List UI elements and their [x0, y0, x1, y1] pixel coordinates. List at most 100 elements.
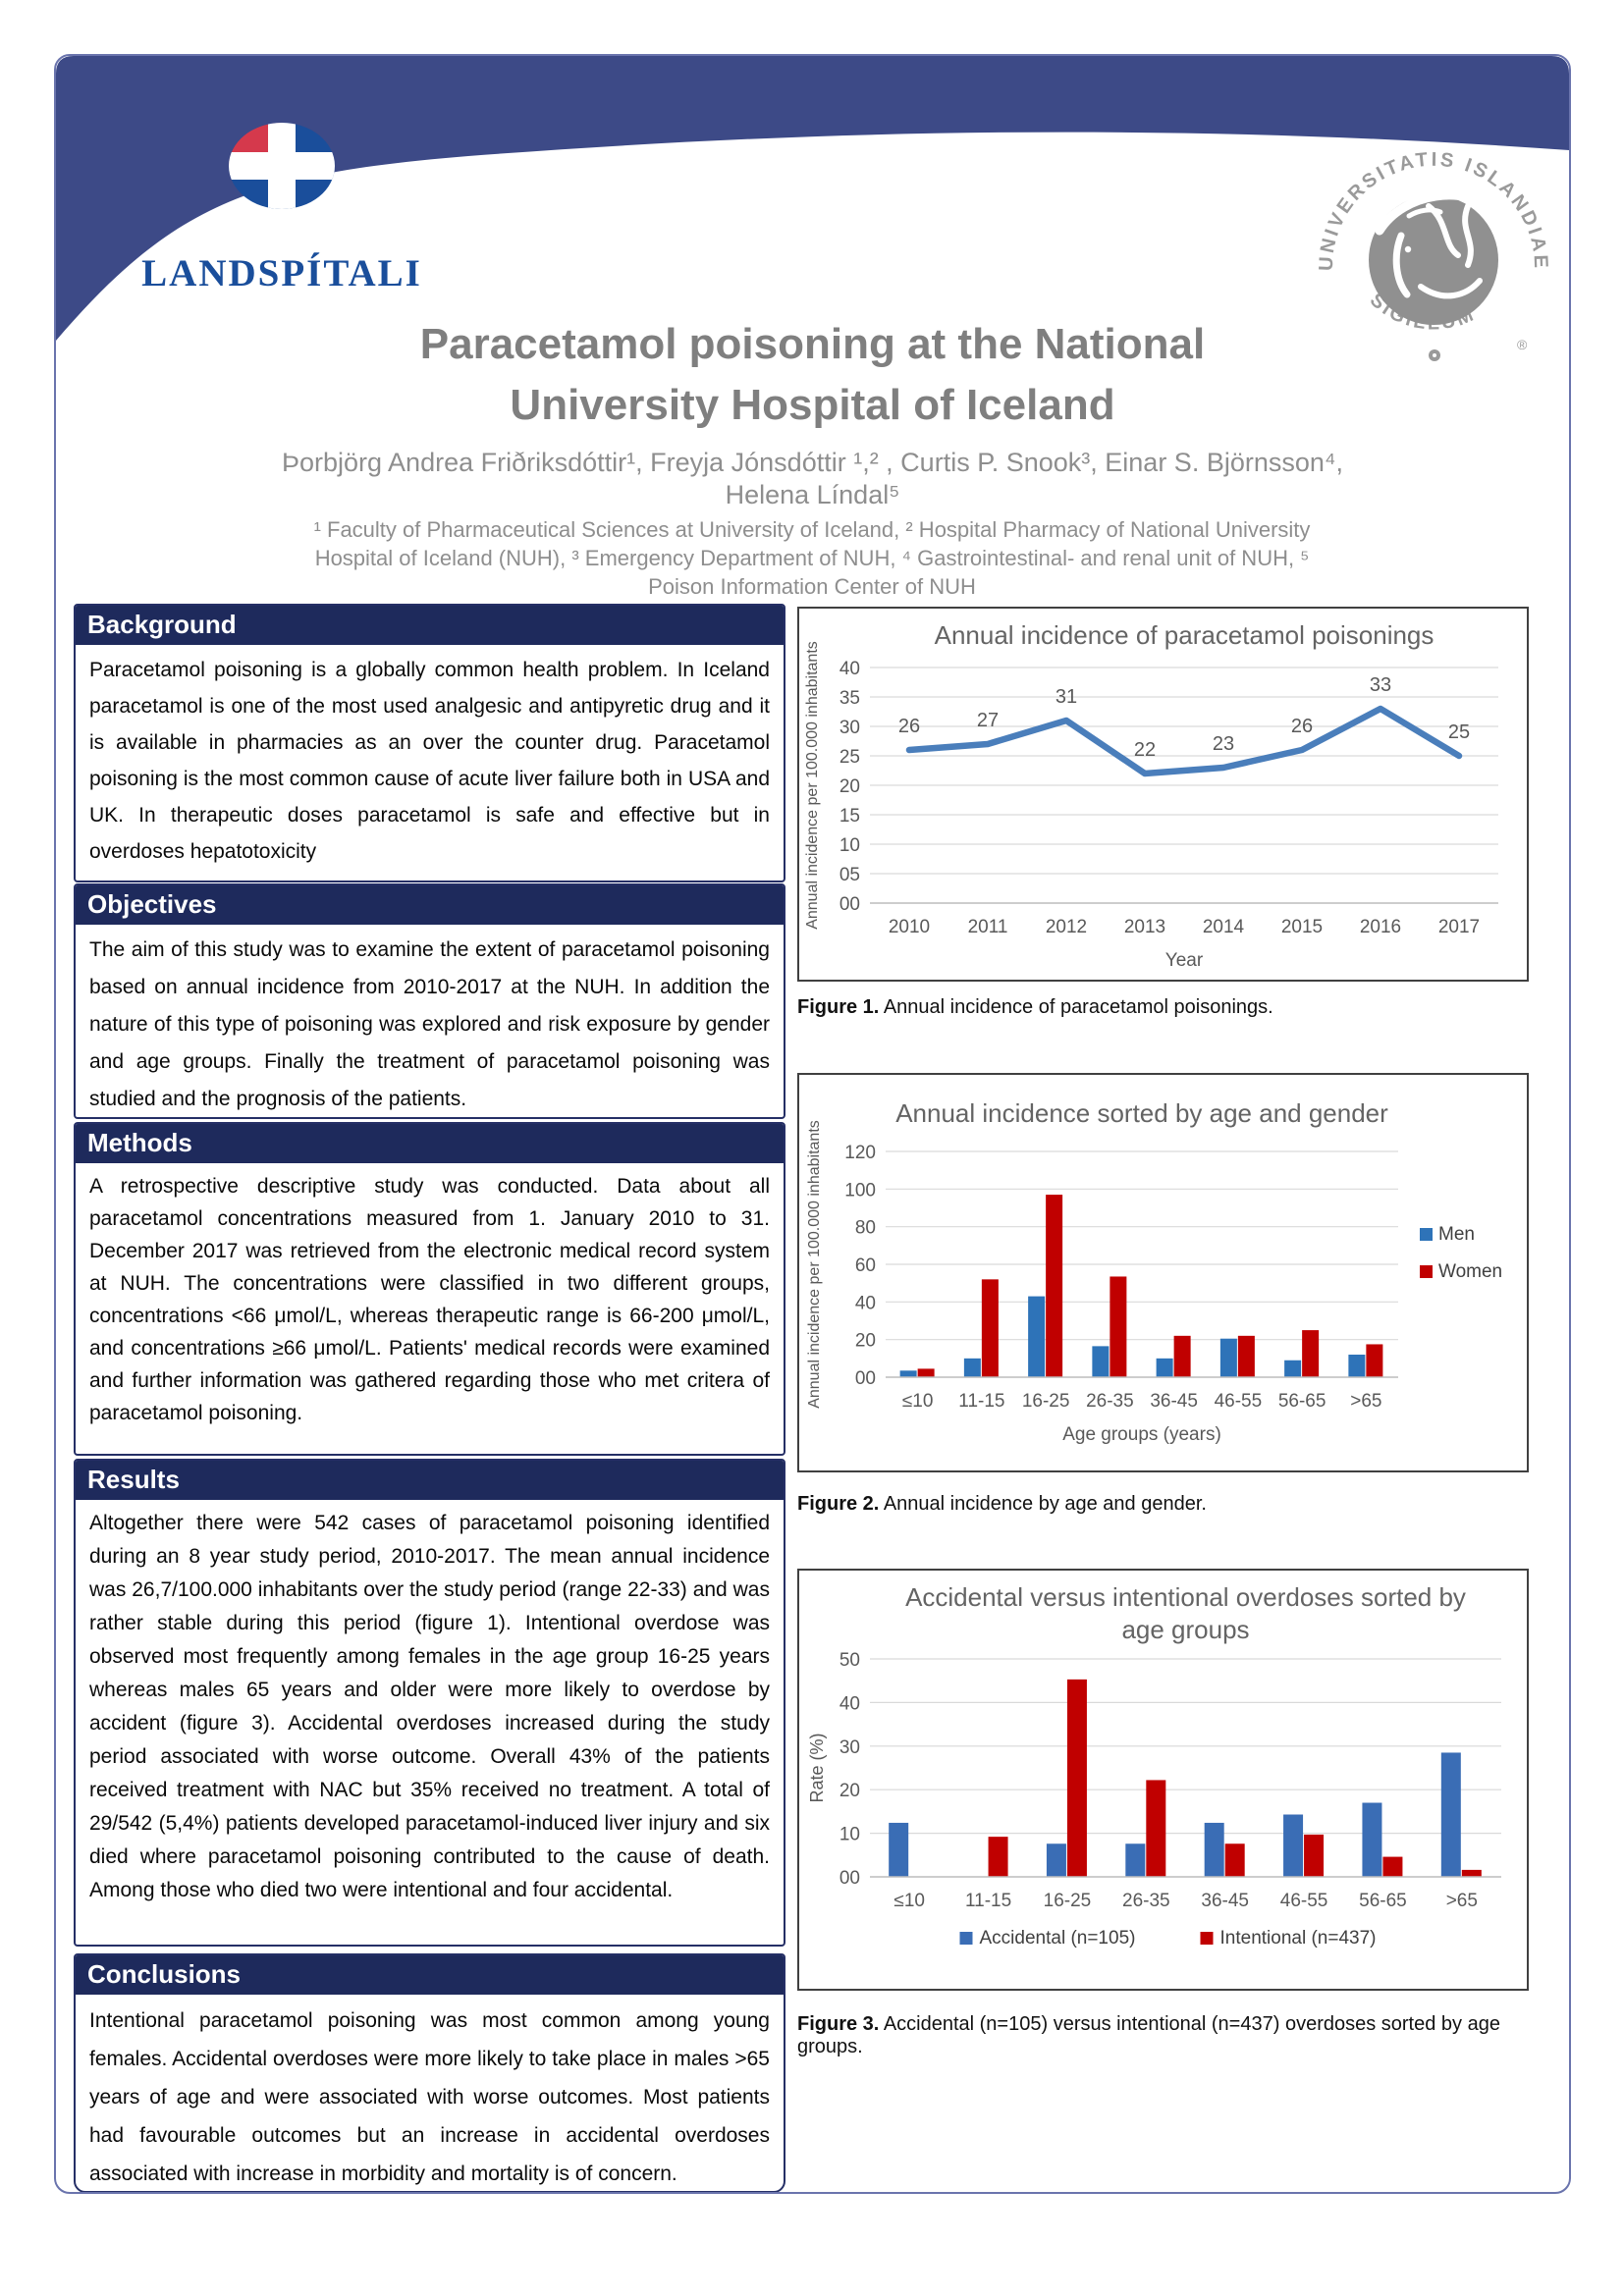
- svg-text:26-35: 26-35: [1086, 1391, 1134, 1412]
- svg-text:26: 26: [898, 716, 920, 737]
- svg-text:56-65: 56-65: [1359, 1891, 1407, 1911]
- svg-text:Year: Year: [1165, 950, 1204, 971]
- title-line-1: Paracetamol poisoning at the National: [419, 320, 1206, 368]
- svg-text:Age groups (years): Age groups (years): [1062, 1424, 1221, 1445]
- svg-text:16-25: 16-25: [1044, 1891, 1092, 1911]
- svg-text:30: 30: [839, 718, 860, 738]
- svg-text:2011: 2011: [968, 917, 1008, 937]
- poster-frame: LANDSPÍTALI UNIVERSITATIS ISLANDIAE SIGI…: [54, 54, 1571, 2194]
- svg-text:00: 00: [839, 1868, 860, 1889]
- section-results-body: Altogether there were 542 cases of parac…: [89, 1512, 770, 1901]
- svg-text:46-55: 46-55: [1280, 1891, 1328, 1911]
- svg-text:≤10: ≤10: [893, 1891, 925, 1911]
- svg-text:50: 50: [839, 1650, 860, 1671]
- svg-text:26: 26: [1291, 716, 1313, 737]
- age-gender-bar-chart: Annual incidence sorted by age and gende…: [806, 1098, 1502, 1445]
- svg-text:56-65: 56-65: [1278, 1391, 1326, 1412]
- svg-text:age groups: age groups: [1121, 1615, 1249, 1644]
- svg-text:27: 27: [977, 710, 999, 731]
- svg-text:>65: >65: [1446, 1891, 1478, 1911]
- svg-text:2016: 2016: [1360, 917, 1401, 937]
- section-results-heading: Results: [76, 1461, 784, 1500]
- svg-text:Accidental versus intentional: Accidental versus intentional overdoses …: [905, 1582, 1466, 1612]
- page-title: Paracetamol poisoning at the National Un…: [56, 314, 1569, 436]
- svg-text:20: 20: [839, 776, 860, 797]
- section-objectives-heading: Objectives: [76, 885, 784, 925]
- section-methods-body: A retrospective descriptive study was co…: [89, 1175, 770, 1424]
- svg-text:Annual incidence per 100.000 i: Annual incidence per 100.000 inhabitants: [806, 1120, 823, 1409]
- svg-text:23: 23: [1213, 733, 1234, 755]
- svg-text:40: 40: [855, 1293, 876, 1313]
- svg-text:36-45: 36-45: [1201, 1891, 1249, 1911]
- figure-2-caption: Figure 2. Annual incidence by age and ge…: [797, 1493, 1207, 1515]
- section-objectives-body: The aim of this study was to examine the…: [89, 938, 770, 1110]
- figure-3-label: Figure 3.: [797, 2013, 880, 2035]
- svg-text:31: 31: [1056, 686, 1077, 708]
- svg-text:00: 00: [839, 894, 860, 915]
- svg-text:10: 10: [839, 835, 860, 856]
- section-objectives: Objectives The aim of this study was to …: [74, 883, 785, 1119]
- svg-text:33: 33: [1370, 674, 1391, 696]
- section-background-heading: Background: [76, 606, 784, 645]
- svg-text:2010: 2010: [889, 917, 930, 937]
- section-methods: Methods A retrospective descriptive stud…: [74, 1122, 785, 1456]
- section-background-body: Paracetamol poisoning is a globally comm…: [89, 659, 770, 863]
- svg-text:Intentional (n=437): Intentional (n=437): [1220, 1928, 1377, 1949]
- wave-shape: [56, 56, 1569, 341]
- affiliations: ¹ Faculty of Pharmaceutical Sciences at …: [313, 517, 1311, 599]
- svg-text:2012: 2012: [1046, 917, 1087, 937]
- figure-1-caption: Figure 1. Annual incidence of paracetamo…: [797, 996, 1273, 1018]
- figure-3-box: Accidental versus intentional overdoses …: [797, 1569, 1529, 1991]
- figure-2-box: Annual incidence sorted by age and gende…: [797, 1073, 1529, 1472]
- svg-text:36-45: 36-45: [1150, 1391, 1198, 1412]
- title-line-2: University Hospital of Iceland: [510, 381, 1115, 429]
- svg-text:10: 10: [839, 1825, 860, 1845]
- svg-text:25: 25: [839, 747, 860, 768]
- svg-text:Rate (%): Rate (%): [807, 1733, 827, 1802]
- svg-text:11-15: 11-15: [958, 1391, 1004, 1412]
- authors-line-2: Helena Líndal⁵: [725, 480, 900, 509]
- svg-text:Accidental (n=105): Accidental (n=105): [980, 1928, 1136, 1949]
- landspitali-logo-icon: LANDSPÍTALI: [141, 123, 422, 294]
- header-wave-band: [56, 56, 1569, 341]
- svg-text:30: 30: [839, 1737, 860, 1758]
- author-list: Þorbjörg Andrea Friðriksdóttir¹, Freyja …: [56, 447, 1569, 511]
- svg-text:Annual incidence per 100.000 i: Annual incidence per 100.000 inhabitants: [804, 641, 821, 930]
- svg-text:80: 80: [855, 1218, 876, 1239]
- svg-text:≤10: ≤10: [902, 1391, 934, 1412]
- section-conclusions-body: Intentional paracetamol poisoning was mo…: [89, 2009, 770, 2185]
- university-seal-icon: UNIVERSITATIS ISLANDIAE SIGILLUM ®: [1316, 149, 1548, 361]
- svg-text:100: 100: [844, 1180, 876, 1201]
- svg-text:>65: >65: [1350, 1391, 1381, 1412]
- section-methods-heading: Methods: [76, 1124, 784, 1163]
- section-results: Results Altogether there were 542 cases …: [74, 1459, 785, 1947]
- svg-text:2015: 2015: [1281, 917, 1323, 937]
- svg-text:16-25: 16-25: [1022, 1391, 1070, 1412]
- svg-text:Annual incidence of paracetamo: Annual incidence of paracetamol poisonin…: [935, 620, 1435, 650]
- figure-1-label: Figure 1.: [797, 996, 880, 1018]
- svg-text:46-55: 46-55: [1215, 1391, 1263, 1412]
- svg-text:2013: 2013: [1124, 917, 1165, 937]
- svg-text:120: 120: [844, 1143, 876, 1163]
- authors-line-1: Þorbjörg Andrea Friðriksdóttir¹, Freyja …: [281, 448, 1343, 477]
- svg-text:35: 35: [839, 688, 860, 709]
- svg-text:60: 60: [855, 1255, 876, 1276]
- accidental-intentional-bar-chart: Accidental versus intentional overdoses …: [807, 1582, 1501, 1949]
- svg-text:20: 20: [839, 1781, 860, 1801]
- svg-text:Women: Women: [1438, 1261, 1502, 1282]
- svg-text:Annual incidence sorted by age: Annual incidence sorted by age and gende…: [895, 1098, 1388, 1128]
- logo-wordmark: LANDSPÍTALI: [141, 251, 422, 294]
- figure-2-label: Figure 2.: [797, 1493, 880, 1515]
- svg-text:25: 25: [1448, 721, 1470, 743]
- svg-text:05: 05: [839, 865, 860, 885]
- svg-text:15: 15: [839, 806, 860, 827]
- svg-text:00: 00: [855, 1368, 876, 1389]
- athena-eye: [1404, 245, 1412, 253]
- svg-text:Men: Men: [1438, 1224, 1475, 1245]
- section-background: Background Paracetamol poisoning is a gl…: [74, 604, 785, 882]
- annual-incidence-line-chart: Annual incidence of paracetamol poisonin…: [804, 620, 1498, 971]
- athena-profile-icon: [1375, 190, 1497, 299]
- figure-1-box: Annual incidence of paracetamol poisonin…: [797, 607, 1529, 982]
- svg-text:22: 22: [1134, 739, 1156, 761]
- logo-cross-icon: [229, 123, 335, 209]
